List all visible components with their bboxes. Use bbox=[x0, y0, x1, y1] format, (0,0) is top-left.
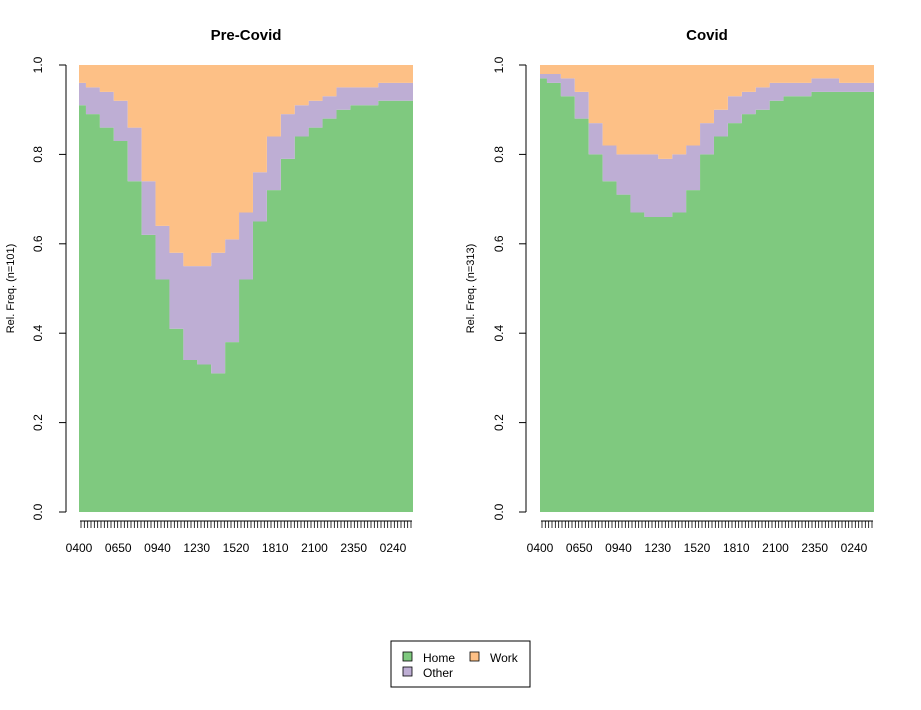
x-tick-label: 0400 bbox=[527, 541, 554, 555]
x-tick-label: 2100 bbox=[301, 541, 328, 555]
y-tick-label: 0.6 bbox=[492, 235, 506, 252]
legend: Home Work Other bbox=[390, 640, 531, 688]
x-tick-label: 0240 bbox=[841, 541, 868, 555]
chart-panel-1: Pre-Covid 0.0 0.2 0.4 0.6 0.8 1.0 Rel. Freq. (n… bbox=[5, 27, 413, 555]
x-tick-label: 0940 bbox=[605, 541, 632, 555]
y-tick-label: 1.0 bbox=[31, 56, 45, 73]
y-tick-label: 0.2 bbox=[492, 414, 506, 431]
y-tick-label: 0.8 bbox=[31, 146, 45, 163]
x-tick-label: 2100 bbox=[762, 541, 789, 555]
x-tick-label: 1810 bbox=[723, 541, 750, 555]
area-series-work bbox=[540, 65, 874, 159]
y-axis-label: Rel. Freq. (n=101) bbox=[5, 244, 17, 334]
area-series-other bbox=[79, 82, 413, 374]
y-tick-label: 1.0 bbox=[492, 56, 506, 73]
chart-title: Covid bbox=[686, 27, 728, 44]
y-tick-label: 0.0 bbox=[31, 503, 45, 520]
x-tick-label: 1520 bbox=[684, 541, 711, 555]
legend-swatch-other bbox=[402, 666, 413, 677]
y-tick-label: 0.8 bbox=[492, 146, 506, 163]
legend-label-other: Other bbox=[423, 666, 453, 680]
x-tick-label: 1520 bbox=[223, 541, 250, 555]
legend-swatch-home bbox=[402, 651, 413, 662]
legend-label-work: Work bbox=[490, 651, 519, 665]
chart-panel-2: Covid 0.0 0.2 0.4 0.6 0.8 1.0 Rel. Freq. (n=313… bbox=[465, 27, 874, 555]
x-tick-label: 0650 bbox=[105, 541, 132, 555]
x-tick-label: 2350 bbox=[340, 541, 367, 555]
x-tick-label: 0940 bbox=[144, 541, 171, 555]
x-tick-label: 1230 bbox=[183, 541, 210, 555]
x-tick-label: 0650 bbox=[566, 541, 593, 555]
legend-box bbox=[390, 640, 531, 688]
x-tick-label: 0400 bbox=[66, 541, 93, 555]
x-tick-label: 0240 bbox=[380, 541, 407, 555]
x-tick-label: 1230 bbox=[644, 541, 671, 555]
chart-title: Pre-Covid bbox=[211, 27, 282, 44]
legend-label-home: Home bbox=[423, 651, 455, 665]
y-tick-label: 0.4 bbox=[31, 325, 45, 342]
x-tick-label: 2350 bbox=[801, 541, 828, 555]
area-series-work bbox=[79, 65, 413, 267]
area-series-home bbox=[79, 100, 413, 512]
y-tick-label: 0.4 bbox=[492, 325, 506, 342]
area-series-other bbox=[540, 73, 874, 217]
area-series-home bbox=[540, 78, 874, 512]
y-tick-label: 0.2 bbox=[31, 414, 45, 431]
y-tick-label: 0.6 bbox=[31, 235, 45, 252]
legend-swatch-work bbox=[469, 651, 480, 662]
x-tick-label: 1810 bbox=[262, 541, 289, 555]
y-axis-label: Rel. Freq. (n=313) bbox=[465, 244, 477, 334]
y-tick-label: 0.0 bbox=[492, 503, 506, 520]
